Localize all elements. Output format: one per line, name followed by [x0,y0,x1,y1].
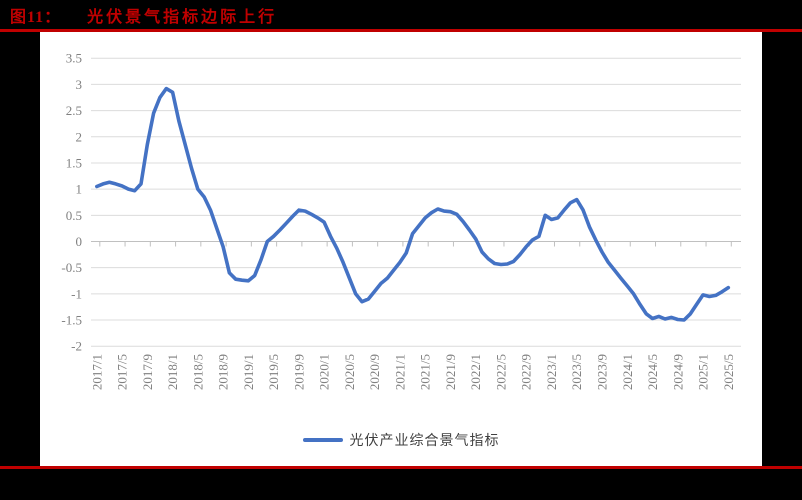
y-tick-label: 2 [76,129,83,144]
figure-title-band: 图11： 光伏景气指标边际上行 [0,0,802,29]
x-tick-label: 2018/1 [165,354,180,390]
x-tick-label: 2025/1 [696,354,711,390]
chart-panel [40,32,762,466]
legend-line-swatch [302,438,343,442]
x-tick-label: 2020/5 [342,354,357,390]
y-tick-label: 1 [76,182,83,197]
top-red-rule [0,29,802,32]
y-tick-label: 0.5 [66,208,82,223]
x-tick-label: 2018/9 [216,354,231,390]
y-tick-label: -2 [71,339,82,354]
x-axis [91,241,741,247]
y-tick-label: -1.5 [61,313,82,328]
chart-legend: 光伏产业综合景气指标 [40,428,762,452]
y-tick-label: 1.5 [66,155,82,170]
y-tick-label: 2.5 [66,103,82,118]
x-tick-label: 2017/5 [115,354,130,390]
x-tick-label: 2023/5 [569,354,584,390]
x-tick-label: 2023/1 [544,354,559,390]
x-tick-label: 2022/9 [519,354,534,390]
y-axis-labels: 3.5 3 2.5 2 1.5 1 0.5 0 -0.5 -1 -1.5 -2 [61,51,82,354]
x-tick-label: 2023/9 [595,354,610,390]
x-tick-label: 2019/9 [291,354,306,390]
x-tick-label: 2019/1 [241,354,256,390]
x-tick-label: 2024/5 [645,354,660,390]
x-tick-label: 2022/5 [493,354,508,390]
y-tick-label: 3.5 [66,51,82,66]
x-tick-label: 2024/1 [620,354,635,390]
x-tick-label: 2020/9 [367,354,382,390]
x-tick-label: 2021/1 [392,354,407,390]
y-tick-label: -1 [71,286,82,301]
x-tick-label: 2025/5 [721,354,736,390]
x-tick-label: 2024/9 [670,354,685,390]
y-tick-label: 0 [76,234,83,249]
x-tick-label: 2017/9 [140,354,155,390]
x-tick-label: 2018/5 [190,354,205,390]
figure-number: 图11： [10,8,62,26]
x-tick-label: 2019/5 [266,354,281,390]
bottom-red-rule [0,466,802,469]
x-tick-label: 2021/5 [418,354,433,390]
series-line [95,86,731,322]
x-tick-label: 2020/1 [317,354,332,390]
x-tick-label: 2017/1 [89,354,104,390]
x-tick-label: 2022/1 [468,354,483,390]
x-axis-labels: 2017/1 2017/5 2017/9 2018/1 2018/5 2018/9 2019… [89,354,736,390]
figure-title: 光伏景气指标边际上行 [87,8,278,26]
y-tick-label: -0.5 [61,260,82,275]
y-tick-label: 3 [76,77,83,92]
legend-series-label: 光伏产业综合景气指标 [349,434,500,449]
gridlines [91,57,741,347]
x-tick-label: 2021/9 [443,354,458,390]
